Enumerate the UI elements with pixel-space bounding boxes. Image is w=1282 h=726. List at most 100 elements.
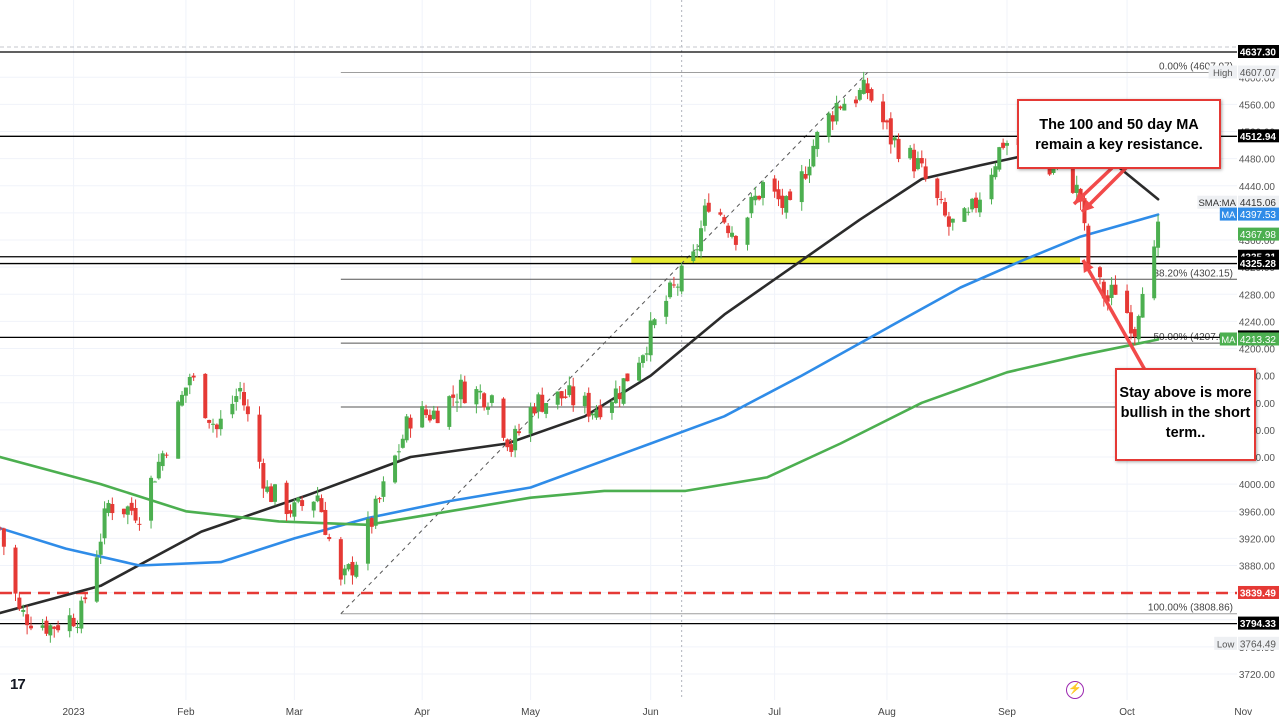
candle-body <box>462 381 467 404</box>
candle-body <box>474 389 479 405</box>
support-zone-band <box>631 256 1080 264</box>
candle <box>865 77 870 100</box>
tradingview-logo[interactable]: 17 <box>10 676 26 693</box>
candle <box>400 434 405 449</box>
candle <box>826 111 831 143</box>
fib-level-label: 38.20% (4302.15) <box>1153 268 1233 279</box>
candle-body <box>625 373 630 382</box>
candle-body <box>509 444 514 452</box>
candle-body <box>214 424 219 430</box>
candle <box>110 497 115 521</box>
candle-body <box>187 376 192 386</box>
candle-body <box>176 401 181 459</box>
candle-body <box>989 174 994 200</box>
candle <box>478 384 483 400</box>
candle <box>48 623 53 643</box>
arrow-head <box>1074 191 1087 204</box>
candle-body <box>896 138 901 159</box>
candle <box>532 403 537 416</box>
candle <box>640 354 645 368</box>
candle-body <box>974 197 979 209</box>
candle-body <box>211 423 216 425</box>
candle-body <box>532 407 537 414</box>
candle <box>861 71 866 95</box>
candle <box>420 400 425 428</box>
candle-body <box>1051 168 1056 173</box>
candle <box>1 527 6 556</box>
candle <box>722 214 727 225</box>
candle-body <box>245 406 250 415</box>
candle <box>369 516 374 534</box>
candle <box>1132 326 1137 346</box>
candle <box>52 625 57 638</box>
time-tick-label: 2023 <box>62 707 85 718</box>
candle <box>25 605 30 635</box>
price-tag-text: 4367.98 <box>1240 230 1277 241</box>
candle <box>540 387 545 413</box>
candle-body <box>1128 312 1133 334</box>
candle-body <box>675 286 680 288</box>
candle-body <box>915 158 920 170</box>
candle <box>160 450 165 471</box>
price-tag-text: 4415.06 <box>1240 198 1277 209</box>
candle <box>637 356 642 382</box>
candle-body <box>671 284 676 286</box>
candle <box>435 406 440 424</box>
candle-body <box>892 137 897 141</box>
candle-body <box>869 89 874 101</box>
candle-body <box>393 455 398 483</box>
candle-body <box>354 564 359 577</box>
candle-body <box>784 196 789 213</box>
candle-body <box>884 120 889 123</box>
candle <box>888 112 893 154</box>
candle <box>501 397 506 441</box>
moving-averages <box>0 150 1160 615</box>
level-price-tag <box>1238 585 1279 599</box>
candle-body <box>1047 167 1052 175</box>
time-tick-label: Nov <box>1234 707 1252 718</box>
candle <box>664 295 669 325</box>
arrow-to-100ma <box>1072 166 1114 206</box>
candle-body <box>1005 143 1010 146</box>
annotation-arrows <box>1072 166 1147 371</box>
price-tag-name-text: High <box>1213 68 1233 79</box>
candle <box>977 192 982 218</box>
candle-body <box>25 614 30 626</box>
candle <box>594 404 599 420</box>
candle-body <box>749 196 754 214</box>
candle <box>776 180 781 207</box>
candle-body <box>834 102 839 122</box>
candle-body <box>699 228 704 252</box>
price-tick-label: 4000.00 <box>1239 480 1276 491</box>
candle <box>505 438 510 452</box>
candle <box>106 499 111 517</box>
price-tag-name-text: Low <box>1217 639 1235 650</box>
price-tag <box>1238 227 1279 241</box>
time-axis: 2023 Feb Mar Apr May Jun Jul Aug Sep Oct Nov <box>62 707 1252 718</box>
candle <box>56 620 61 633</box>
candle-body <box>540 394 545 412</box>
candle <box>857 87 862 102</box>
candle <box>1140 287 1145 318</box>
candle <box>458 374 463 408</box>
candle <box>745 216 750 251</box>
candle <box>648 312 653 362</box>
candle-body <box>203 373 208 419</box>
candle-body <box>342 568 347 576</box>
candle-body <box>13 547 18 594</box>
level-price-text: 3794.33 <box>1240 619 1277 630</box>
candle-body <box>1070 151 1075 193</box>
candle <box>939 191 944 204</box>
candle <box>431 405 436 420</box>
moving-average-line-0 <box>0 150 1160 615</box>
candle-body <box>486 407 491 410</box>
candle <box>772 175 777 198</box>
candle <box>342 564 347 585</box>
candle-body <box>75 626 80 628</box>
candle <box>784 195 789 219</box>
candle-body <box>133 507 138 521</box>
lightning-icon[interactable]: ⚡ <box>1066 681 1084 699</box>
candle-body <box>679 265 684 292</box>
